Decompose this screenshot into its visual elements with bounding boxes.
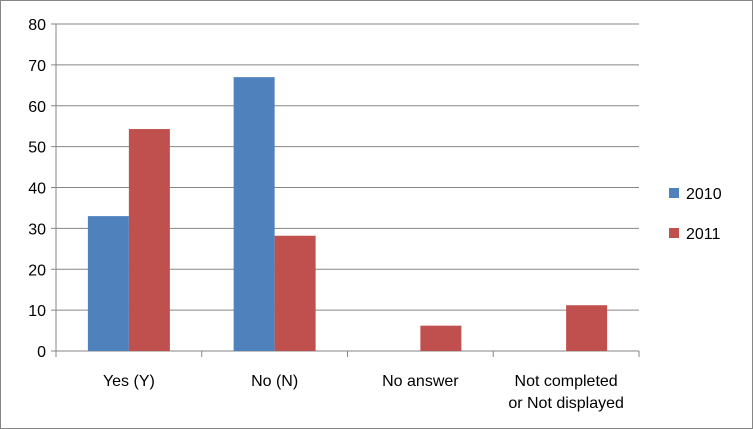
bar-2011-3 [566,305,608,351]
legend-label-2010: 2010 [686,186,722,203]
x-tick-label-2: No answer [382,373,459,390]
y-tick-label-0: 0 [37,344,46,361]
y-tick-label-20: 20 [28,262,46,279]
y-tick-label-60: 60 [28,99,46,116]
bar-2010-1 [233,77,275,351]
legend-label-2011: 2011 [686,226,721,243]
y-tick-label-80: 80 [28,17,46,34]
y-tick-label-40: 40 [28,181,46,198]
x-tick-label-3-line-1: or Not displayed [508,395,624,412]
x-tick-label-1: No (N) [251,373,298,390]
legend-swatch-2011 [669,228,679,238]
y-tick-label-30: 30 [28,221,46,238]
y-tick-label-50: 50 [28,140,46,157]
bar-2011-2 [420,325,462,351]
x-tick-label-0: Yes (Y) [103,373,155,390]
legend-swatch-2010 [669,188,679,198]
x-tick-label-3-line-0: Not completed [515,373,618,390]
y-tick-label-10: 10 [28,303,46,320]
bar-2011-0 [128,129,170,351]
y-tick-label-70: 70 [28,58,46,75]
bar-2010-0 [87,216,129,351]
bar-2011-1 [274,235,316,351]
